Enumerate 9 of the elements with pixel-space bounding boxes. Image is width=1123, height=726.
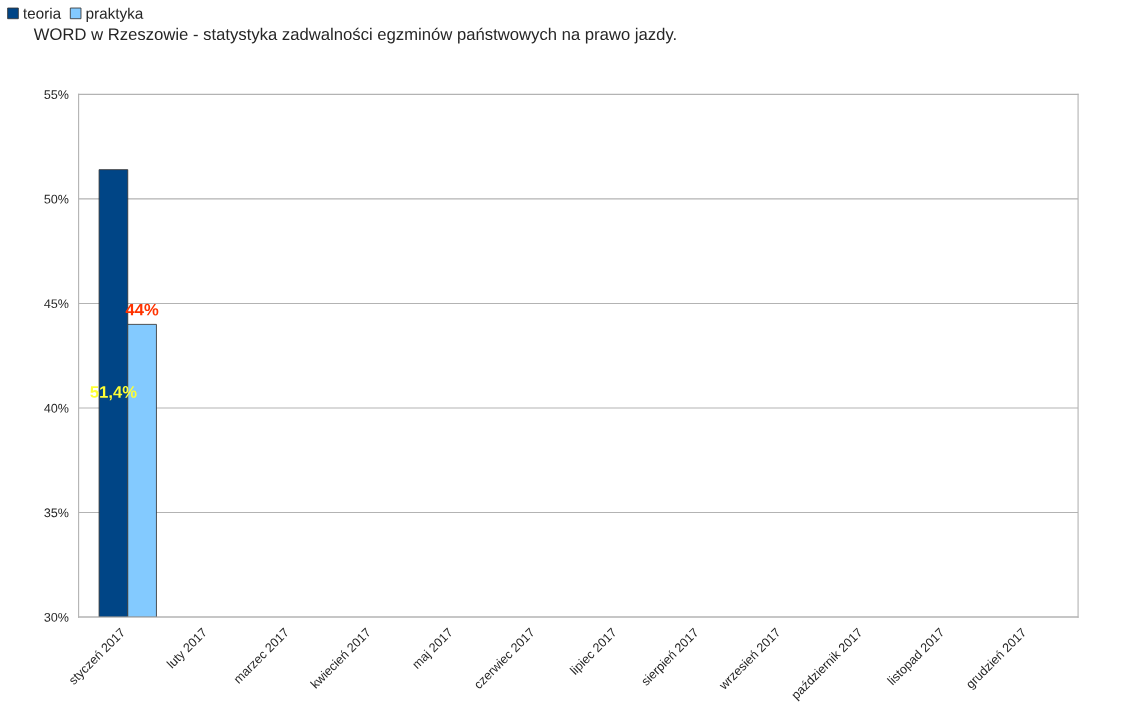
legend-label: praktyka — [86, 7, 144, 22]
y-tick-label: 35% — [44, 508, 69, 518]
y-tick-label: 30% — [44, 612, 69, 622]
y-tick-label: 40% — [44, 403, 69, 413]
y-tick-label: 45% — [44, 299, 69, 309]
chart-title: WORD w Rzeszowie - statystyka zadwalności egzminów państwowych na prawo jazdy. — [33, 27, 676, 44]
y-tick-label: 55% — [44, 90, 69, 100]
y-tick-label: 50% — [44, 194, 69, 204]
legend-label: teoria — [23, 7, 62, 19]
